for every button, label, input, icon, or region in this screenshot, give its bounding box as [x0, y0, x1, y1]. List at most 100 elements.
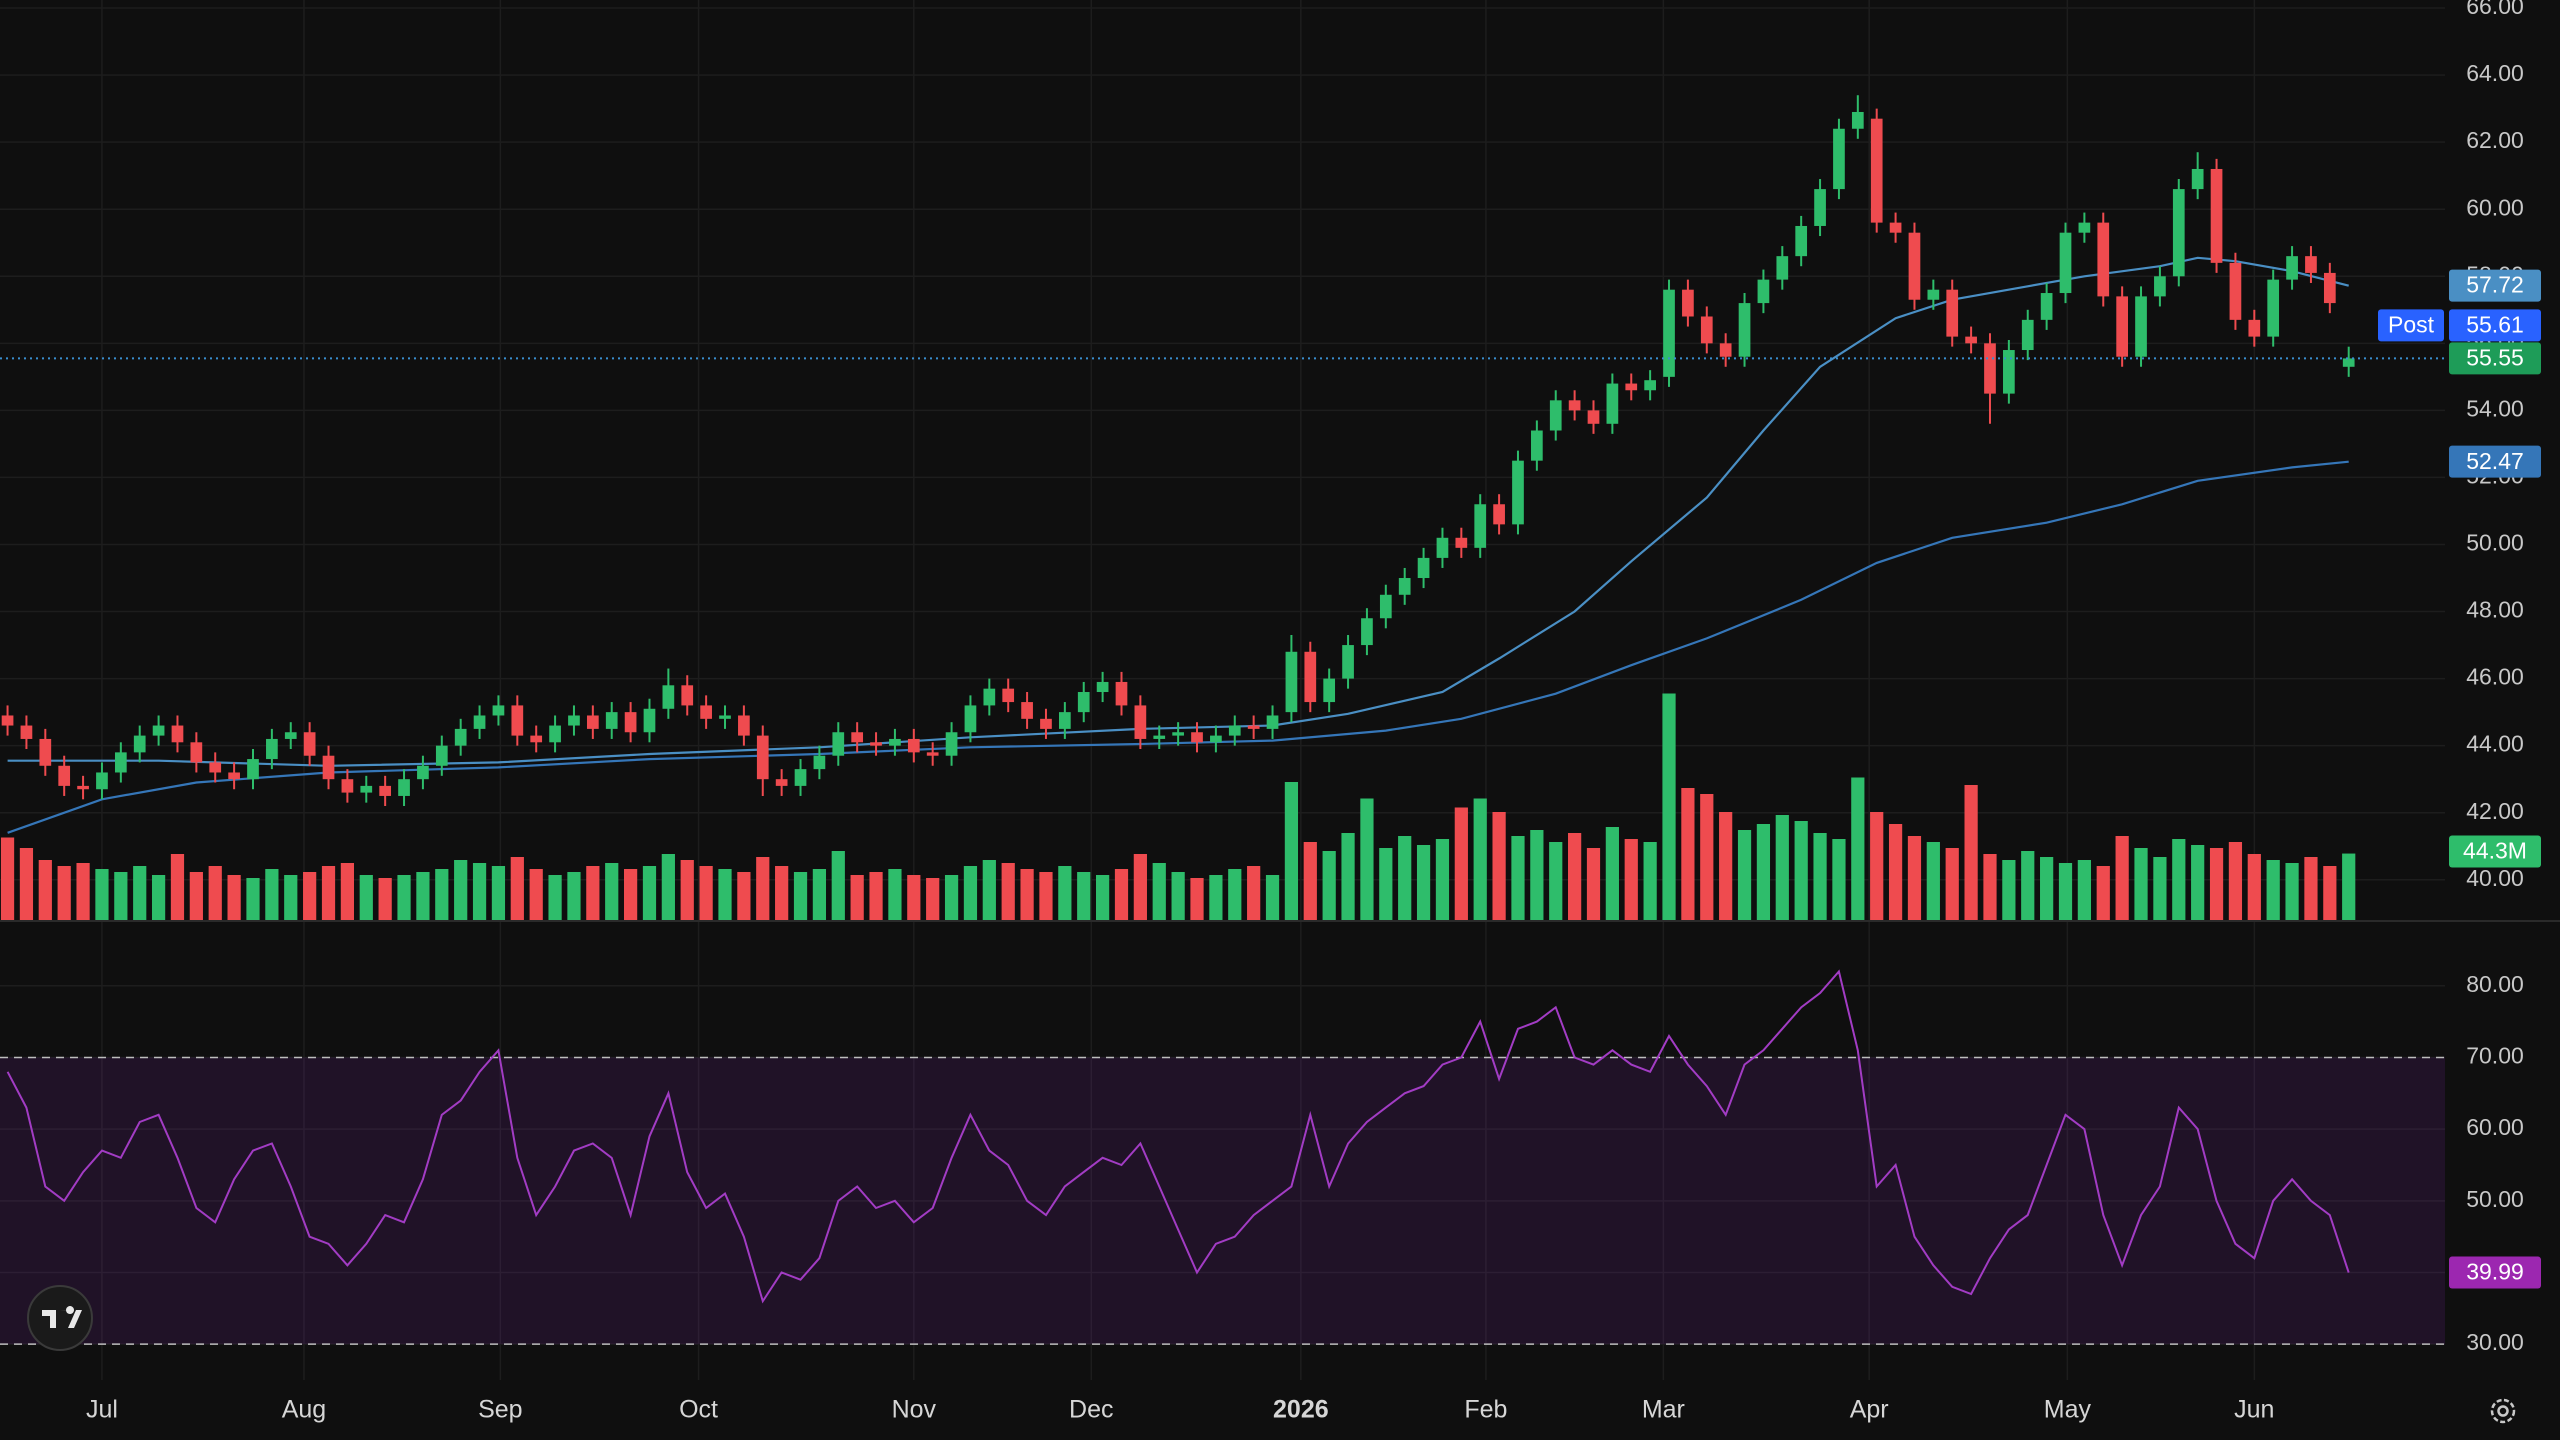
candle-body: [2154, 276, 2166, 297]
volume-bar: [1926, 842, 1940, 920]
post-market-tag: Post: [2388, 311, 2435, 337]
volume-bar: [1813, 833, 1827, 920]
volume-bar: [2134, 848, 2148, 920]
volume-bar: [1549, 842, 1563, 920]
rsi-line: [6, 969, 2350, 1304]
grid: [0, 0, 2560, 1380]
candle-body: [926, 752, 939, 756]
candle-body: [39, 738, 52, 766]
candle-body: [1436, 537, 1449, 558]
candle-body: [2172, 189, 2185, 277]
candle-body: [1058, 712, 1071, 729]
volume-layer: [0, 693, 2356, 920]
candle-body: [945, 732, 958, 756]
candle-body: [379, 785, 392, 796]
volume-bar: [416, 872, 430, 920]
candle-body: [77, 785, 89, 790]
candle-body: [1738, 303, 1751, 357]
y-tick-label: 44.00: [2466, 731, 2524, 757]
volume-bar: [1379, 848, 1393, 920]
volume-bar: [2323, 866, 2337, 920]
volume-bar: [2002, 860, 2016, 920]
volume-bar: [76, 863, 90, 920]
candle-body: [2059, 232, 2072, 294]
volume-bar: [1077, 872, 1091, 920]
candle-body: [114, 752, 127, 773]
volume-bar: [1360, 798, 1374, 920]
candle-body: [266, 738, 278, 760]
volume-bar: [529, 869, 543, 920]
candle-body: [1549, 400, 1562, 431]
volume-bar: [1133, 854, 1147, 920]
candle-body: [1493, 504, 1505, 525]
volume-bar: [189, 872, 203, 920]
candle-body: [870, 742, 882, 746]
candle-body: [473, 715, 486, 729]
moving-average-label: 52.47: [2466, 448, 2524, 474]
candle-body: [681, 685, 694, 706]
settings-button[interactable]: [2490, 1398, 2516, 1424]
volume-bar: [1398, 836, 1412, 920]
volume-bar: [2058, 863, 2073, 920]
volume-bar: [548, 875, 562, 920]
candle-body: [152, 725, 165, 736]
candle-body: [1210, 735, 1222, 743]
tradingview-logo[interactable]: [27, 1285, 93, 1351]
rsi-label-box: [2449, 1256, 2541, 1289]
candle-body: [549, 725, 561, 743]
volume-bar: [340, 863, 355, 920]
volume-bar: [1039, 872, 1053, 920]
y-tick-label: 50.00: [2466, 530, 2524, 556]
volume-bar: [284, 875, 298, 920]
candle-body: [1285, 651, 1298, 713]
volume-bar: [1983, 854, 1997, 920]
candle-body: [209, 762, 222, 773]
volume-bar: [1907, 836, 1922, 920]
candle-body: [2229, 262, 2242, 320]
volume-bar: [2040, 857, 2054, 920]
volume-bar: [586, 866, 600, 920]
x-tick-label: Feb: [1464, 1396, 1507, 1424]
volume-bar: [1643, 842, 1657, 920]
post-market-price-box: [2449, 309, 2541, 342]
volume-bar: [1454, 807, 1468, 920]
candle-body: [1663, 289, 1675, 377]
label-layer: 57.72 52.47 55.61 Post 55.55 44.3M 39.99: [2378, 269, 2541, 1289]
rsi-band: [0, 1057, 2445, 1345]
volume-bar: [869, 872, 883, 920]
x-tick-label: 2026: [1273, 1396, 1329, 1424]
candle-body: [2097, 222, 2110, 297]
volume-bar: [1832, 839, 1846, 920]
candle-body: [1851, 111, 1864, 129]
volume-bar: [1020, 869, 1034, 920]
candle-body: [738, 715, 750, 736]
candle-body: [1115, 681, 1128, 706]
moving-average-label-box: [2449, 445, 2541, 478]
volume-bar: [1322, 851, 1336, 920]
volume-bar: [850, 875, 864, 920]
candle-body: [605, 712, 618, 729]
volume-bar: [944, 875, 959, 920]
volume-bar: [1265, 875, 1280, 920]
volume-bar: [1152, 863, 1166, 920]
y-tick-label: 42.00: [2466, 798, 2524, 824]
candle-body: [1719, 343, 1732, 357]
candle-body: [1606, 383, 1619, 424]
moving-average-label: 57.72: [2466, 272, 2524, 298]
candle-body: [1512, 460, 1524, 525]
candle-body: [133, 735, 146, 753]
candle-body: [1153, 735, 1166, 739]
candle-body: [1077, 692, 1090, 713]
moving-average-label-box: [2449, 269, 2541, 302]
volume-bar: [1851, 777, 1865, 920]
candle-body: [511, 705, 524, 736]
last-price-label: 55.55: [2466, 344, 2524, 370]
candle-body: [1587, 410, 1600, 424]
volume-bar: [2115, 836, 2129, 920]
candle-body: [889, 738, 901, 746]
candle-body: [794, 769, 807, 786]
candle-body: [1398, 578, 1411, 595]
volume-bar: [378, 878, 392, 920]
moving-average-line: [7, 256, 2349, 767]
volume-bar: [1530, 830, 1544, 920]
